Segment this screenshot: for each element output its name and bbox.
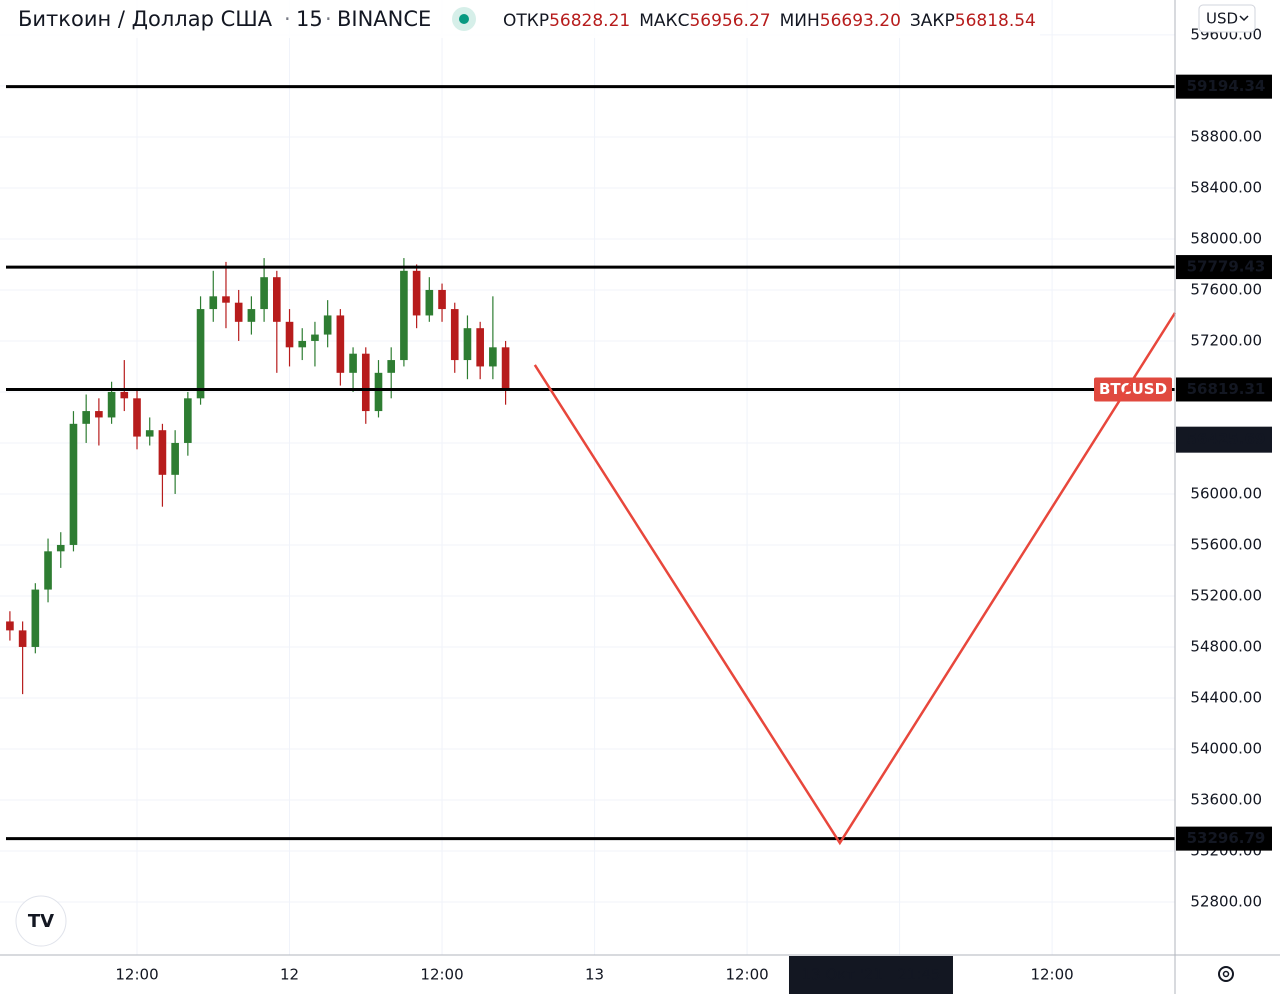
x-tick-label: 12:00 [115, 966, 158, 984]
symbol-tag: BTCUSD [1099, 380, 1167, 398]
candle-body [107, 391, 116, 418]
marker-price-box [1176, 426, 1272, 453]
candle-body [158, 430, 167, 475]
x-tick-label: 12:00 [725, 966, 768, 984]
candle-body [323, 315, 332, 335]
tv-logo-mark[interactable]: TV [28, 911, 54, 932]
ohlc-name: МАКС [639, 11, 689, 31]
y-tick-label: 58400.00 [1190, 178, 1262, 196]
candle-body [6, 621, 14, 631]
candle-body [463, 328, 472, 361]
gear-hub[interactable] [1222, 970, 1230, 978]
exchange: BINANCE [337, 7, 431, 31]
candle-body [184, 398, 192, 443]
ohlc-value: 56693.20 [820, 11, 901, 31]
candle-body [260, 277, 268, 310]
candle-body [336, 315, 345, 373]
y-tick-label: 58000.00 [1190, 229, 1262, 247]
candle-body [387, 360, 396, 373]
candle-body [285, 321, 294, 348]
candle-body [247, 309, 256, 322]
y-tick-label: 57600.00 [1190, 280, 1262, 298]
level-price-box [1176, 255, 1272, 280]
candle-body [196, 309, 205, 399]
dropdown-caret[interactable] [1239, 15, 1249, 22]
candle-body [298, 340, 307, 348]
candle-body [501, 347, 510, 390]
candle-body [349, 353, 357, 373]
ohlc-value: 56818.54 [955, 11, 1036, 31]
level-price-label: 53296.79 [1187, 829, 1266, 847]
level-price-box [1176, 74, 1272, 99]
candle-body [374, 372, 383, 412]
candle-body [120, 391, 129, 399]
candle-body [171, 442, 179, 475]
sep: · [325, 7, 332, 31]
y-tick-label: 52800.00 [1190, 892, 1262, 910]
candle-body [425, 289, 434, 316]
ohlc-value: 56828.21 [549, 11, 630, 31]
currency-button[interactable] [1198, 4, 1256, 33]
y-tick-label: 55600.00 [1190, 535, 1262, 553]
sep: · [284, 7, 291, 31]
x-tick-label: 12:00 [1030, 966, 1073, 984]
level-price-label: 59194.34 [1187, 77, 1266, 95]
marker-price-label: 56425.69 [1187, 430, 1266, 448]
crosshair-time-box [788, 956, 953, 994]
candle-body [273, 277, 281, 322]
settings-gear[interactable] [1218, 966, 1234, 982]
y-tick-label: 56000.00 [1190, 484, 1262, 502]
projection-line [533, 312, 1177, 846]
crosshair-time-label: 13 Окт '21 21:45 [801, 966, 940, 984]
ohlc-name: ОТКР [503, 11, 549, 31]
ohlc-name: МИН [780, 11, 820, 31]
y-tick-label: 54400.00 [1190, 688, 1262, 706]
candle-body [31, 589, 40, 647]
level-price-label: 57779.43 [1187, 258, 1266, 276]
candle-body [145, 430, 154, 437]
candle-body [133, 398, 141, 437]
y-tick-label: 55200.00 [1190, 586, 1262, 604]
candle-body [56, 544, 65, 552]
status-dot [459, 14, 469, 24]
gear-ring[interactable] [1218, 966, 1234, 982]
level-price-box [1176, 377, 1272, 402]
candle-body [438, 289, 446, 310]
y-tick-label: 54000.00 [1190, 739, 1262, 757]
candle-body [400, 270, 408, 361]
x-tick-label: 13 [585, 966, 604, 984]
interval: 15 [296, 7, 323, 31]
y-tick-label: 57200.00 [1190, 331, 1262, 349]
tv-logo[interactable] [15, 895, 67, 947]
y-tick-label: 58800.00 [1190, 127, 1262, 145]
candle-body [489, 347, 497, 367]
x-tick-label: 12:00 [420, 966, 463, 984]
candle-body [412, 270, 421, 316]
candle-body [234, 302, 243, 322]
symbol-tag-box [1094, 377, 1172, 402]
legend-bg [0, 0, 1040, 38]
candle-body [44, 551, 52, 590]
y-tick-label: 54800.00 [1190, 637, 1262, 655]
candle-body [18, 630, 27, 647]
ohlc-value: 56956.27 [689, 11, 770, 31]
currency[interactable]: USD [1206, 10, 1238, 28]
candle-body [82, 411, 90, 424]
level-price-box [1176, 826, 1272, 851]
candle-body [311, 334, 319, 341]
level-price-label: 56819.31 [1187, 380, 1266, 398]
x-tick-label: 12 [280, 966, 299, 984]
candle-body [209, 296, 218, 310]
ohlc-name: ЗАКР [910, 11, 955, 31]
candle-body [222, 296, 230, 303]
candle-body [95, 411, 103, 418]
y-tick-label: 53600.00 [1190, 790, 1262, 808]
candle-body [361, 353, 370, 412]
candle-body [450, 309, 459, 361]
candle-body [69, 423, 78, 545]
symbol: Биткоин / Доллар США [18, 7, 273, 31]
candle-body [476, 328, 484, 367]
